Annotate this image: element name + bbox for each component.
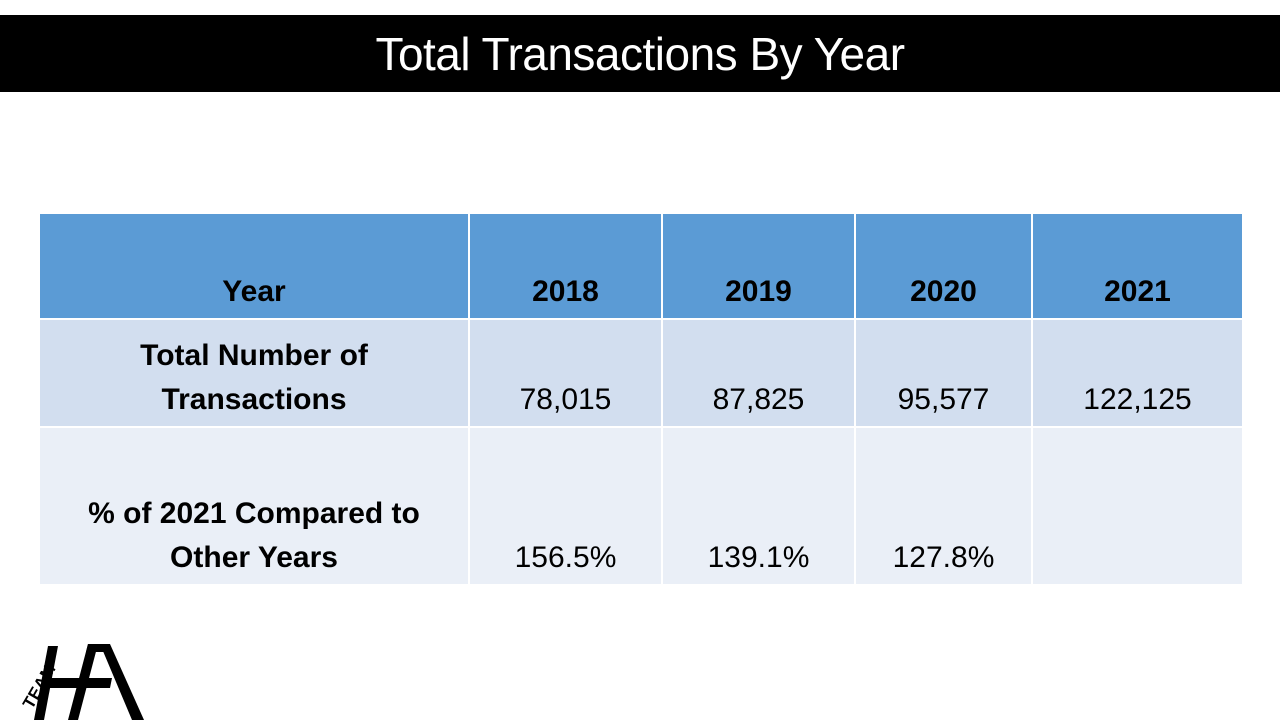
row-label: % of 2021 Compared to Other Years: [38, 426, 470, 586]
slide-title: Total Transactions By Year: [375, 27, 905, 80]
title-bar: Total Transactions By Year: [0, 15, 1280, 92]
logo-ha-mark: [34, 644, 144, 720]
table-cell: 139.1%: [661, 426, 856, 586]
team-ha-logo: TEAM: [19, 644, 144, 720]
table-header-row: Year 2018 2019 2020 2021: [38, 212, 1244, 320]
table-cell: 87,825: [661, 318, 856, 428]
table-row: Total Number of Transactions 78,015 87,8…: [38, 318, 1244, 428]
header-cell-year: 2021: [1031, 212, 1244, 320]
header-cell-year: 2018: [468, 212, 663, 320]
table-cell: 122,125: [1031, 318, 1244, 428]
header-cell-year: 2019: [661, 212, 856, 320]
table-cell: 78,015: [468, 318, 663, 428]
row-label: Total Number of Transactions: [38, 318, 470, 428]
header-cell-label: Year: [38, 212, 470, 320]
table-row: % of 2021 Compared to Other Years 156.5%…: [38, 426, 1244, 586]
table-cell: 156.5%: [468, 426, 663, 586]
table-cell: [1031, 426, 1244, 586]
table-cell: 95,577: [854, 318, 1033, 428]
table-cell: 127.8%: [854, 426, 1033, 586]
header-cell-year: 2020: [854, 212, 1033, 320]
transactions-table: Year 2018 2019 2020 2021 Total Number of…: [38, 212, 1244, 586]
